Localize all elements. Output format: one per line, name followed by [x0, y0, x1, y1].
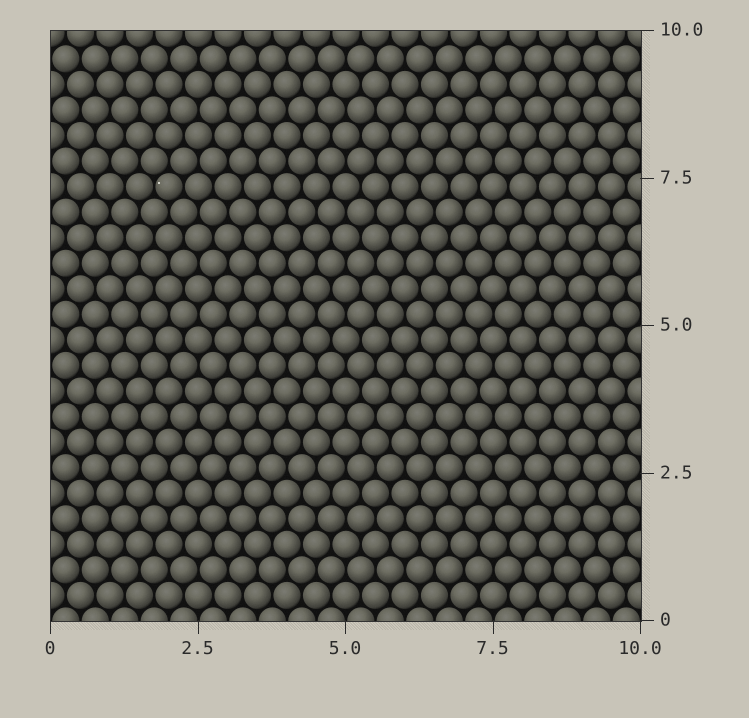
x-tick-label: 2.5: [181, 638, 214, 659]
plot-area: [50, 30, 642, 622]
y-tick-label: 5.0: [660, 315, 693, 336]
x-tick-mark: [493, 620, 494, 634]
y-tick-mark: [640, 178, 654, 179]
scan-noise: [51, 31, 641, 621]
x-tick-label: 5.0: [329, 638, 362, 659]
x-tick-mark: [345, 620, 346, 634]
x-tick-mark: [50, 620, 51, 634]
y-tick-label: 2.5: [660, 462, 693, 483]
x-tick-label: 10.0: [618, 638, 661, 659]
y-tick-mark: [640, 473, 654, 474]
x-tick-label: 0: [45, 638, 56, 659]
x-tick-label: 7.5: [476, 638, 509, 659]
y-tick-mark: [640, 30, 654, 31]
y-tick-label: 7.5: [660, 167, 693, 188]
x-tick-mark: [198, 620, 199, 634]
y-tick-mark: [640, 325, 654, 326]
y-tick-label: 10.0: [660, 20, 703, 41]
lattice-svg: [51, 31, 641, 621]
y-tick-label: 0: [660, 610, 671, 631]
x-tick-mark: [640, 620, 641, 634]
lattice-chart: 0 2.5 5.0 7.5 10.0 0 2.5 5.0 7.5 10.0: [20, 20, 729, 698]
y-tick-mark: [640, 620, 654, 621]
